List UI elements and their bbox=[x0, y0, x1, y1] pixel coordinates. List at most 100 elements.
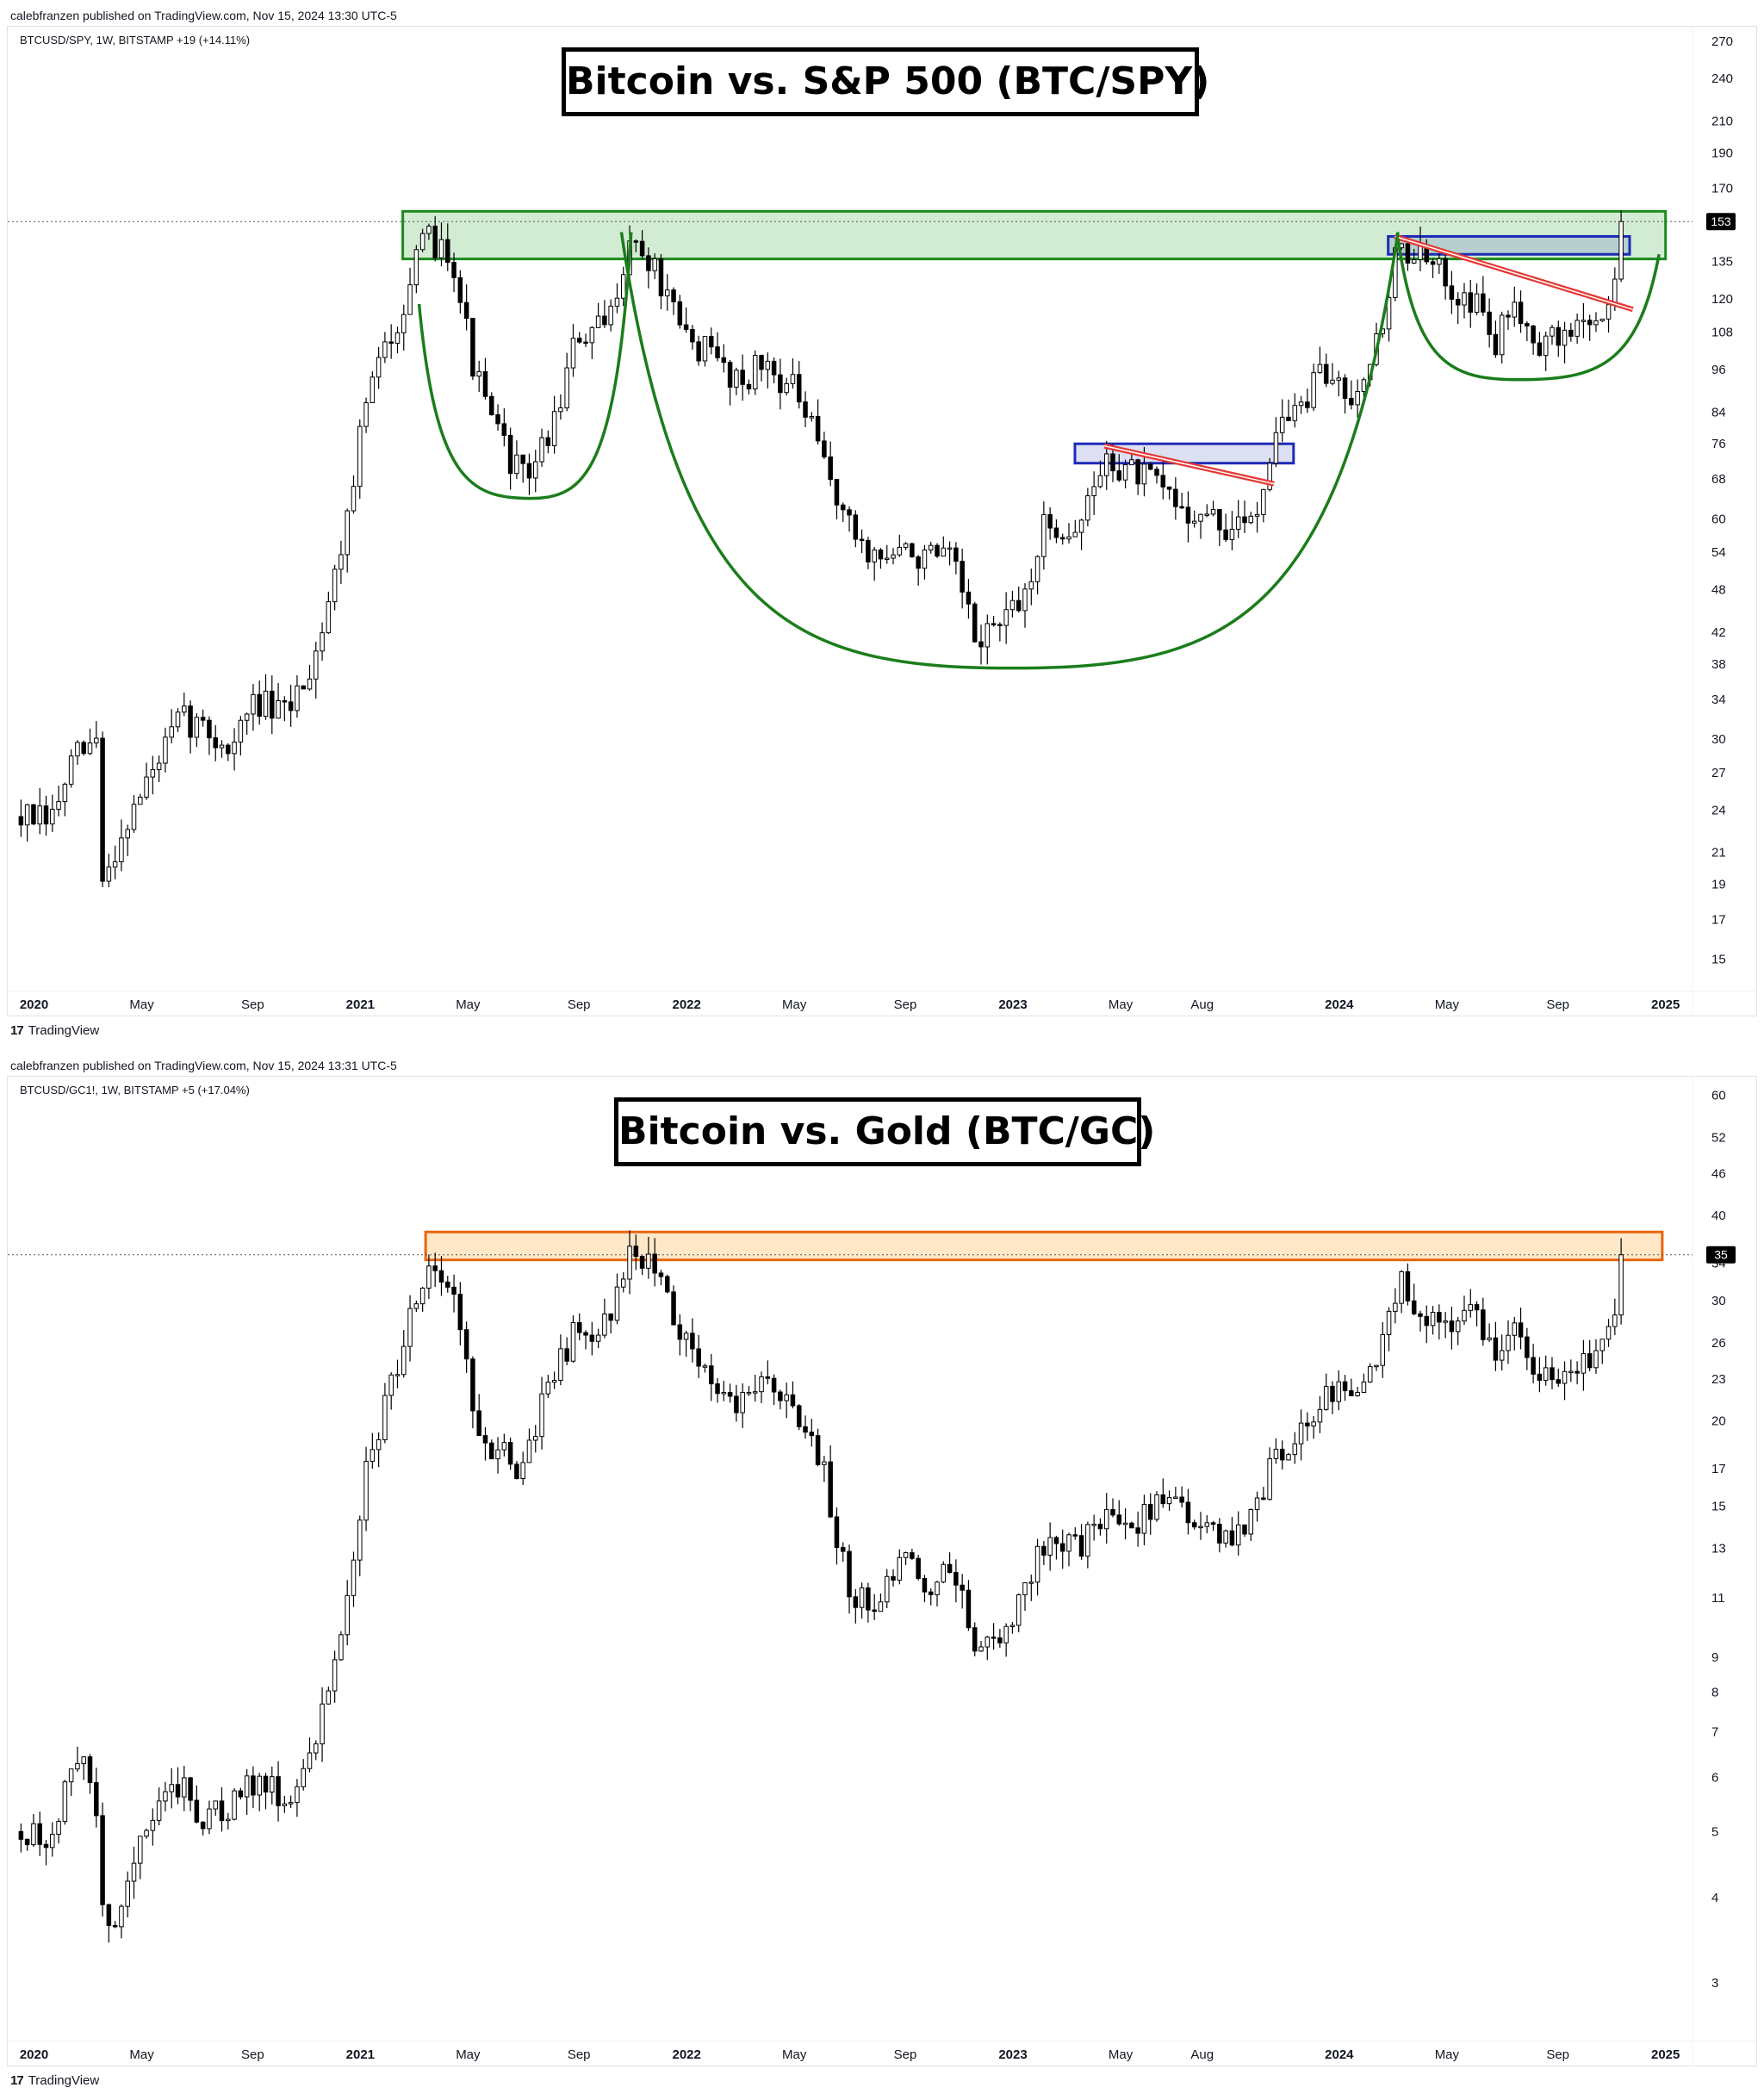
candle bbox=[1411, 259, 1417, 264]
candle bbox=[576, 1322, 582, 1333]
candle bbox=[501, 1442, 507, 1451]
candle bbox=[194, 1799, 200, 1823]
chart-svg[interactable]: 270 240 210 190 170 135 120 108 96 84 76 68 60 54 48 42… bbox=[8, 27, 1756, 1016]
candle bbox=[1110, 1509, 1115, 1516]
candle bbox=[872, 1609, 877, 1612]
candle bbox=[1581, 1353, 1587, 1374]
candle bbox=[1116, 470, 1122, 481]
candle bbox=[1575, 1370, 1580, 1374]
candle bbox=[156, 762, 162, 771]
candle bbox=[727, 362, 733, 388]
candle bbox=[1449, 1320, 1455, 1333]
candle bbox=[1474, 1304, 1480, 1311]
y-tick-label: 40 bbox=[1711, 1208, 1726, 1223]
candle bbox=[1097, 475, 1103, 488]
candle bbox=[50, 808, 55, 825]
candle bbox=[1141, 463, 1147, 485]
candle bbox=[947, 547, 953, 550]
last-price-tag bbox=[1706, 1246, 1736, 1264]
candle bbox=[1210, 508, 1216, 515]
x-tick-label: May bbox=[129, 2047, 154, 2062]
candle bbox=[332, 1659, 338, 1692]
candle bbox=[608, 1313, 613, 1321]
candle bbox=[1059, 1543, 1065, 1552]
candle bbox=[564, 1348, 569, 1362]
candle bbox=[251, 1775, 256, 1796]
candle bbox=[339, 1634, 344, 1661]
candle bbox=[526, 1439, 532, 1463]
candle bbox=[1323, 1385, 1329, 1410]
candle bbox=[1481, 1309, 1486, 1340]
candle bbox=[1550, 1367, 1555, 1381]
candle bbox=[834, 1516, 840, 1549]
candle bbox=[878, 1601, 884, 1612]
candle bbox=[1028, 1581, 1034, 1584]
candle bbox=[144, 1830, 149, 1837]
candle bbox=[370, 1449, 376, 1462]
candle bbox=[94, 737, 99, 744]
candle bbox=[1506, 314, 1511, 318]
publisher-line: calebfranzen published on TradingView.co… bbox=[10, 1059, 397, 1072]
candle bbox=[463, 301, 469, 320]
x-tick-label: 2024 bbox=[1325, 997, 1354, 1012]
x-tick-label: 2023 bbox=[998, 997, 1027, 1012]
candle bbox=[1599, 1339, 1606, 1351]
candle bbox=[87, 742, 93, 755]
candle bbox=[847, 1550, 852, 1598]
candle bbox=[489, 395, 494, 416]
candle bbox=[407, 1308, 413, 1347]
candle bbox=[708, 1365, 714, 1385]
candle bbox=[1437, 258, 1442, 265]
candle bbox=[200, 717, 206, 721]
candle bbox=[1525, 323, 1530, 326]
x-tick-label: Sep bbox=[1546, 997, 1569, 1012]
candle bbox=[1160, 475, 1166, 488]
candle bbox=[457, 1293, 463, 1331]
candle bbox=[1367, 1366, 1373, 1382]
candle bbox=[828, 1461, 833, 1518]
candle bbox=[1518, 1322, 1524, 1338]
candle bbox=[401, 1345, 407, 1376]
candle bbox=[1091, 486, 1096, 497]
candle bbox=[696, 341, 701, 362]
candle bbox=[658, 258, 664, 296]
candle bbox=[633, 1246, 639, 1258]
candle bbox=[163, 1791, 168, 1802]
candle bbox=[589, 1334, 595, 1342]
candle bbox=[251, 693, 256, 715]
candle bbox=[1072, 1534, 1078, 1537]
symbol-legend: BTCUSD/GC1!, 1W, BITSTAMP +5 (+17.04%) bbox=[20, 1084, 250, 1097]
candle bbox=[407, 284, 413, 315]
candle bbox=[87, 1756, 93, 1784]
candle bbox=[533, 1436, 538, 1441]
candle bbox=[972, 603, 978, 643]
candle bbox=[627, 1246, 632, 1280]
candle bbox=[1349, 1390, 1354, 1396]
candle bbox=[664, 289, 670, 296]
candle bbox=[539, 1393, 544, 1438]
candle bbox=[658, 1272, 664, 1277]
candle bbox=[244, 1775, 250, 1798]
candle bbox=[1512, 1322, 1518, 1336]
y-tick-label: 120 bbox=[1711, 292, 1733, 307]
candle bbox=[37, 1823, 42, 1845]
candle bbox=[558, 1348, 563, 1381]
candle bbox=[1235, 516, 1241, 530]
candle bbox=[394, 1374, 401, 1376]
candle bbox=[1085, 1524, 1090, 1557]
candle bbox=[1003, 1625, 1009, 1643]
candle bbox=[1053, 1537, 1059, 1544]
candle bbox=[1072, 531, 1078, 537]
candle bbox=[1022, 588, 1028, 612]
candle bbox=[897, 1556, 903, 1581]
x-tick-label: 2020 bbox=[20, 997, 48, 1012]
y-tick-label: 190 bbox=[1711, 146, 1733, 160]
x-tick-label: Sep bbox=[241, 997, 264, 1012]
candle bbox=[270, 690, 275, 719]
candle bbox=[533, 461, 538, 479]
candle bbox=[878, 550, 884, 560]
candle bbox=[314, 1743, 319, 1754]
candle bbox=[1273, 432, 1279, 464]
x-tick-label: May bbox=[782, 2047, 807, 2062]
